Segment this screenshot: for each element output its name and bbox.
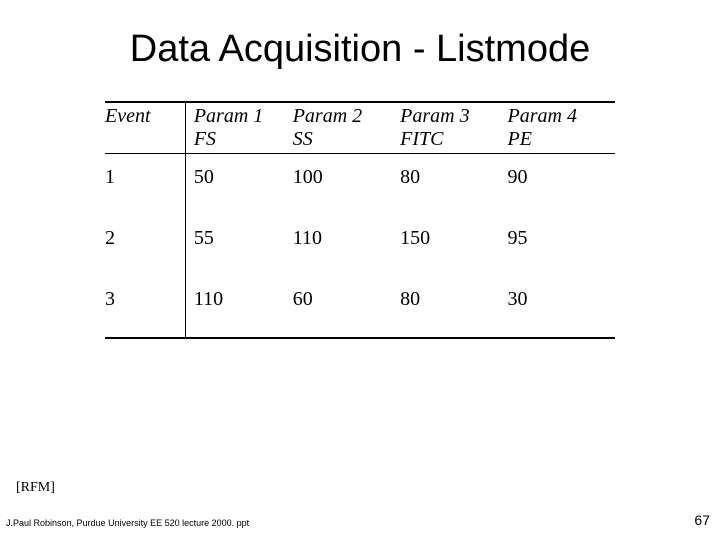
cell-event: 2 [105, 215, 185, 276]
footer-reference: [RFM] [16, 480, 55, 496]
cell-param3: 80 [400, 276, 507, 338]
cell-param1: 55 [185, 215, 292, 276]
header-param3-label: FITC [400, 128, 507, 151]
table-row: 2 55 110 150 95 [105, 215, 615, 276]
table-row: 1 50 100 80 90 [105, 154, 615, 216]
cell-param4: 95 [508, 215, 615, 276]
cell-param2: 110 [293, 215, 400, 276]
header-param2-name: Param 2 [293, 105, 362, 127]
header-param1-label: FS [194, 128, 293, 151]
table-row: 3 110 60 80 30 [105, 276, 615, 338]
header-event: Event [105, 102, 185, 154]
header-param4-name: Param 4 [508, 105, 577, 127]
cell-event: 1 [105, 154, 185, 216]
cell-param1: 110 [185, 276, 292, 338]
page-number: 67 [694, 512, 710, 528]
cell-param3: 150 [400, 215, 507, 276]
cell-param2: 60 [293, 276, 400, 338]
header-param2: Param 2 SS [293, 102, 400, 154]
header-param1: Param 1 FS [185, 102, 292, 154]
table-header-row: Event Param 1 FS Param 2 SS Param 3 FITC… [105, 102, 615, 154]
cell-param2: 100 [293, 154, 400, 216]
header-param4-label: PE [508, 128, 615, 151]
footer-source: J.Paul Robinson, Purdue University EE 52… [6, 518, 249, 528]
cell-param4: 30 [508, 276, 615, 338]
listmode-table: Event Param 1 FS Param 2 SS Param 3 FITC… [105, 101, 615, 339]
cell-event: 3 [105, 276, 185, 338]
cell-param1: 50 [185, 154, 292, 216]
header-param3: Param 3 FITC [400, 102, 507, 154]
slide-title: Data Acquisition - Listmode [0, 0, 720, 101]
data-table-container: Event Param 1 FS Param 2 SS Param 3 FITC… [105, 101, 615, 339]
header-param1-name: Param 1 [194, 105, 263, 127]
header-event-name: Event [105, 105, 151, 127]
cell-param3: 80 [400, 154, 507, 216]
header-param2-label: SS [293, 128, 400, 151]
header-param4: Param 4 PE [508, 102, 615, 154]
cell-param4: 90 [508, 154, 615, 216]
header-param3-name: Param 3 [400, 105, 469, 127]
